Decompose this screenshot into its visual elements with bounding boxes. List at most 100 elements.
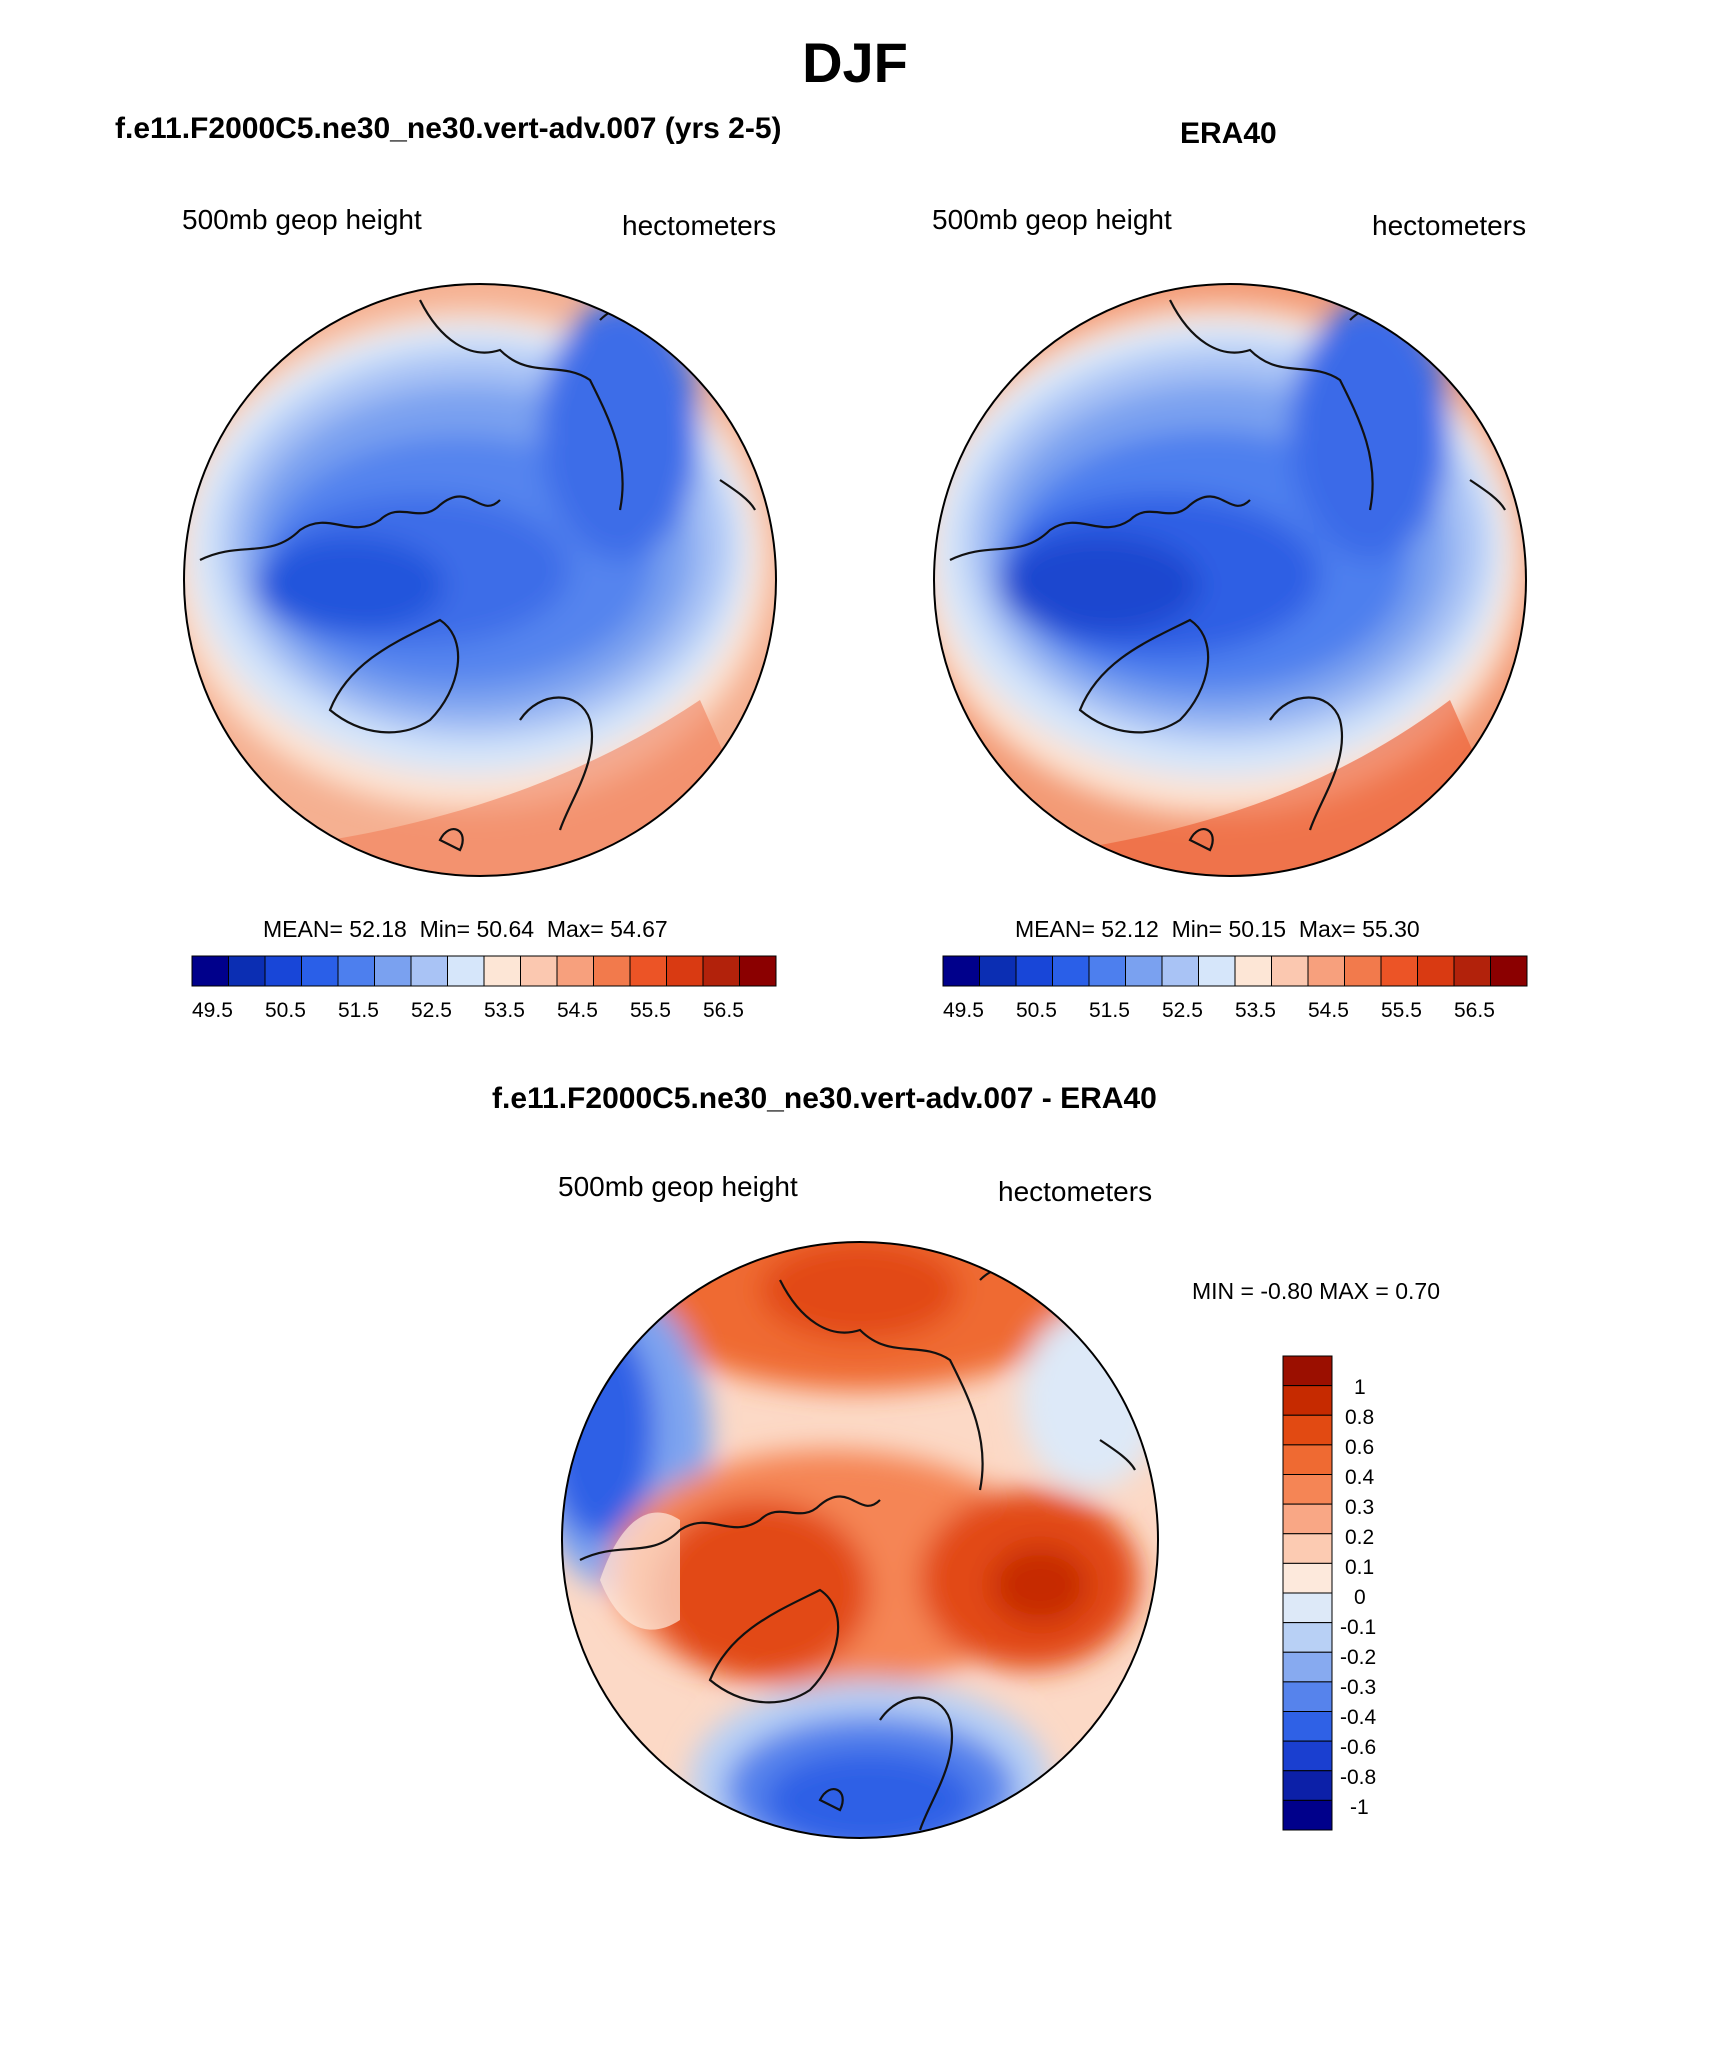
panel-1-units-label: hectometers [622,210,777,241]
cb2-tick-label: 55.5 [1381,999,1422,1022]
panel-1-colorbar [191,955,777,987]
cb2-swatch [1307,955,1345,987]
cb1-swatch [702,955,740,987]
cb1-swatch [374,955,412,987]
cb2-tick-label: 52.5 [1162,999,1203,1022]
panel-2-variable-label: 500mb geop height [932,204,1172,235]
cb2-swatch [1453,955,1491,987]
panel-2-colorbar [942,955,1528,987]
cb1-swatch [301,955,339,987]
cb2-swatch [1380,955,1418,987]
panel-2-mean: MEAN= 52.12 [1015,916,1159,942]
cb3-tick-label: -0.3 [1340,1676,1377,1699]
panel-1-max: Max= 54.67 [546,916,668,942]
cb3-tick-label: -0.1 [1340,1616,1377,1639]
cb3-swatch [1282,1770,1333,1801]
cb3-swatch [1282,1592,1333,1624]
cb3-tick-label: -0.2 [1340,1646,1377,1669]
difference-colorbar [1282,1355,1333,1831]
cb2-tick-label: 50.5 [1016,999,1057,1022]
cb1-tick-label: 53.5 [484,999,525,1022]
cb1-tick-label: 54.5 [557,999,598,1022]
panel-1-variable-label: 500mb geop height [182,204,422,235]
panel-1-min: Min= 50.64 [419,916,535,942]
cb3-swatch [1282,1651,1333,1683]
cb1-tick-label: 52.5 [411,999,452,1022]
cb2-swatch [942,955,980,987]
cb3-swatch [1282,1711,1333,1742]
cb1-swatch [483,955,521,987]
cb3-tick-label: 0.1 [1345,1556,1375,1579]
cb3-swatch [1282,1562,1333,1594]
cb2-swatch [1417,955,1455,987]
cb2-swatch [1125,955,1163,987]
difference-minmax: MIN = -0.80 MAX = 0.70 [1192,1278,1441,1304]
cb1-swatch [191,955,229,987]
cb2-tick-label: 51.5 [1089,999,1130,1022]
cb3-tick-label: -0.6 [1340,1736,1377,1759]
cb3-tick-label: 0.3 [1345,1496,1375,1519]
cb1-swatch [228,955,266,987]
cb1-swatch [666,955,704,987]
panel-2-stats: MEAN= 52.12 Min= 50.15 Max= 55.30 [1015,916,1420,943]
cb3-swatch [1282,1385,1333,1416]
cb3-swatch [1282,1681,1333,1712]
panel-2-units-label: hectometers [1372,210,1527,241]
cb1-swatch [447,955,485,987]
figure-title: DJF [802,31,908,94]
cb3-tick-label: -0.4 [1340,1706,1377,1729]
panel-1-title: f.e11.F2000C5.ne30_ne30.vert-adv.007 (yr… [115,112,782,145]
cb1-tick-label: 51.5 [338,999,379,1022]
cb2-swatch [1234,955,1272,987]
cb2-swatch [1198,955,1236,987]
cb3-tick-label: 0 [1354,1586,1366,1609]
cb1-tick-label: 50.5 [265,999,306,1022]
cb2-tick-label: 54.5 [1308,999,1349,1022]
cb3-tick-label: 1 [1354,1376,1366,1399]
cb2-swatch [1015,955,1053,987]
cb3-tick-label: 0.2 [1345,1526,1375,1549]
cb1-swatch [337,955,375,987]
panel-1-mean: MEAN= 52.18 [263,916,407,942]
cb2-swatch [1088,955,1126,987]
cb3-swatch [1282,1533,1333,1564]
cb3-swatch [1282,1503,1333,1535]
panel-1-stats: MEAN= 52.18 Min= 50.64 Max= 54.67 [263,916,668,943]
cb2-swatch [1161,955,1199,987]
difference-title: f.e11.F2000C5.ne30_ne30.vert-adv.007 - E… [492,1082,1157,1115]
cb3-swatch [1282,1799,1333,1831]
cb2-swatch [979,955,1017,987]
cb1-swatch [264,955,302,987]
cb1-swatch [739,955,777,987]
cb3-swatch [1282,1740,1333,1772]
cb2-swatch [1271,955,1309,987]
panel-2-title: ERA40 [1180,117,1277,150]
cb3-swatch [1282,1622,1333,1653]
panel-1-map [183,283,777,877]
cb3-tick-label: 0.4 [1345,1466,1375,1489]
cb3-tick-label: -1 [1350,1796,1369,1819]
cb2-tick-label: 53.5 [1235,999,1276,1022]
cb1-tick-label: 56.5 [703,999,744,1022]
cb3-swatch [1282,1474,1333,1505]
difference-variable-label: 500mb geop height [558,1171,798,1202]
cb3-swatch [1282,1355,1333,1387]
cb3-tick-label: 0.8 [1345,1406,1375,1429]
cb3-tick-label: -0.8 [1340,1766,1377,1789]
cb1-swatch [520,955,558,987]
cb1-swatch [629,955,667,987]
panel-2-max: Max= 55.30 [1298,916,1420,942]
cb1-swatch [410,955,448,987]
cb3-swatch [1282,1414,1333,1446]
cb2-swatch [1490,955,1528,987]
cb1-swatch [593,955,631,987]
panel-2-min: Min= 50.15 [1171,916,1287,942]
cb2-tick-label: 56.5 [1454,999,1495,1022]
cb1-tick-label: 55.5 [630,999,671,1022]
difference-map [561,1241,1159,1839]
cb3-tick-label: 0.6 [1345,1436,1375,1459]
cb1-swatch [556,955,594,987]
cb3-swatch [1282,1444,1333,1475]
panel-2-map [933,283,1527,877]
